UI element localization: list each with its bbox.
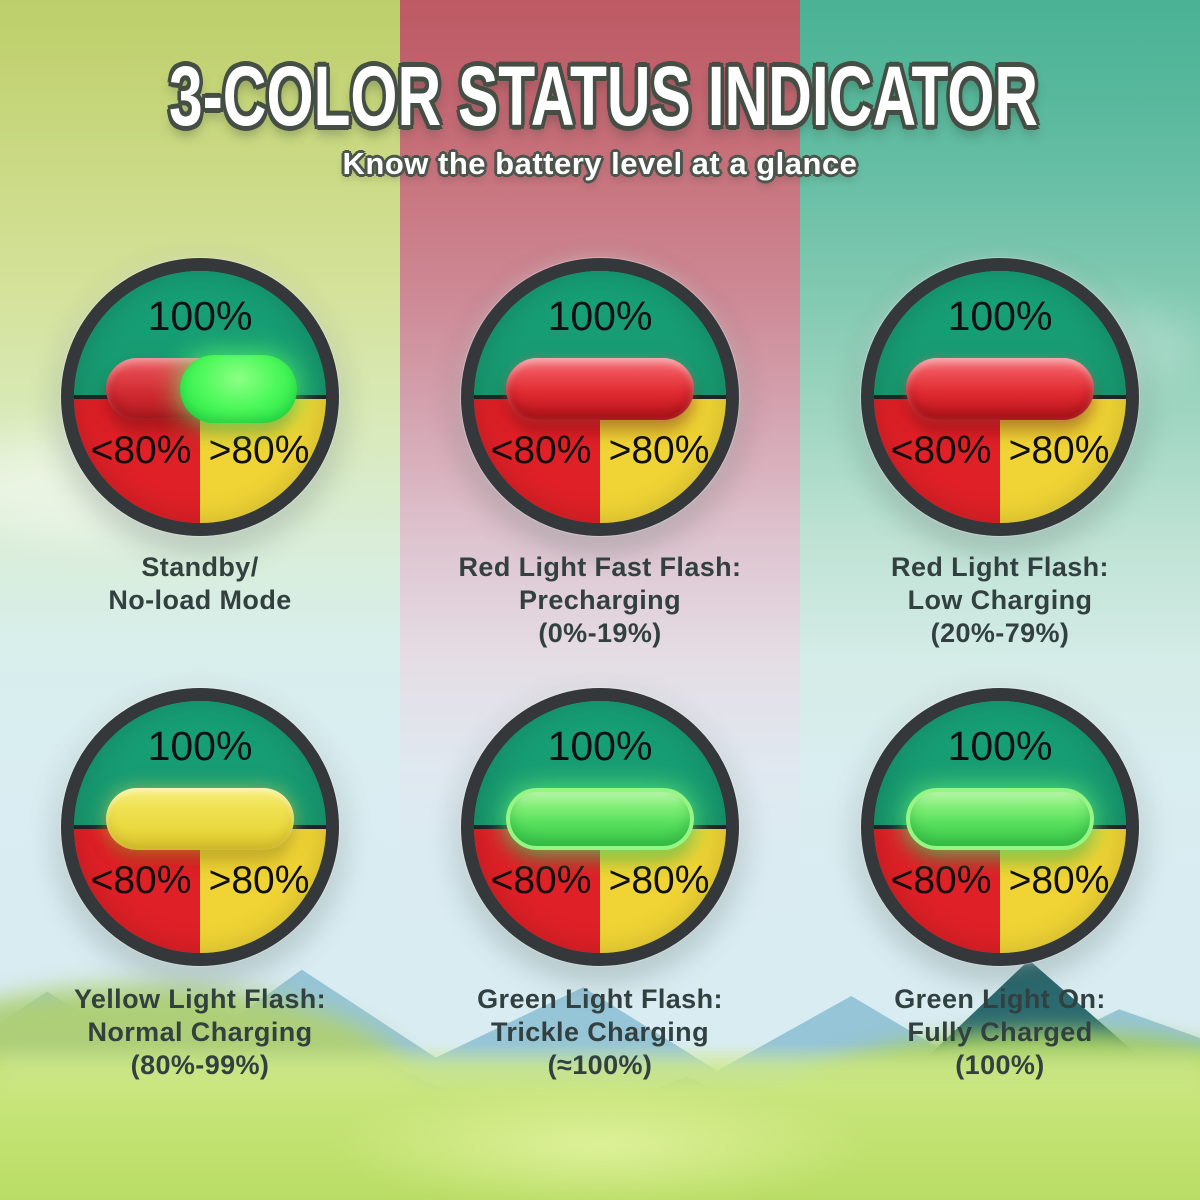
dial-label-gt80: >80% — [208, 859, 310, 902]
caption-line: Green Light On: — [894, 984, 1106, 1014]
dial-low-charging: 100% <80% >80% — [861, 258, 1139, 536]
dial-normal-charging: 100% <80% >80% — [61, 688, 339, 966]
status-pill-red-icon — [906, 358, 1094, 420]
caption-trickle-charging: Green Light Flash: Trickle Charging (≈10… — [400, 983, 800, 1082]
caption-fully-charged: Green Light On: Fully Charged (100%) — [800, 983, 1200, 1082]
status-pill-standby-icon — [106, 355, 297, 423]
dial-shading — [474, 271, 726, 523]
caption-line: (80%-99%) — [130, 1050, 270, 1080]
dial-shading — [874, 701, 1126, 953]
dial-shading — [74, 271, 326, 523]
caption-normal-charging: Yellow Light Flash: Normal Charging (80%… — [0, 983, 400, 1082]
page-title: 3-COLOR STATUS INDICATOR — [168, 49, 1039, 143]
green-light-cap-icon — [180, 355, 297, 423]
status-pill-green-icon — [506, 788, 694, 850]
dial-label-lt80: <80% — [890, 859, 992, 902]
caption-line: (100%) — [955, 1050, 1045, 1080]
dial-fully-charged: 100% <80% >80% — [861, 688, 1139, 966]
caption-line: Precharging — [519, 585, 681, 615]
header: 3-COLOR STATUS INDICATOR — [0, 48, 1200, 145]
dial-label-lt80: <80% — [90, 429, 192, 472]
dial-label-lt80: <80% — [890, 429, 992, 472]
caption-line: Low Charging — [907, 585, 1093, 615]
caption-line: Fully Charged — [907, 1017, 1093, 1047]
caption-line: (0%-19%) — [538, 618, 662, 648]
caption-line: Trickle Charging — [491, 1017, 709, 1047]
dial-trickle-charging: 100% <80% >80% — [461, 688, 739, 966]
caption-line: (≈100%) — [547, 1050, 653, 1080]
caption-line: Green Light Flash: — [477, 984, 723, 1014]
caption-standby: Standby/ No-load Mode — [0, 551, 400, 617]
dial-label-gt80: >80% — [1008, 859, 1110, 902]
caption-line: Standby/ — [141, 552, 259, 582]
dial-label-lt80: <80% — [490, 859, 592, 902]
caption-line: Yellow Light Flash: — [73, 984, 327, 1014]
dial-label-lt80: <80% — [90, 859, 192, 902]
caption-low-charging: Red Light Flash: Low Charging (20%-79%) — [800, 551, 1200, 650]
caption-line: Red Light Flash: — [891, 552, 1109, 582]
dial-label-gt80: >80% — [208, 429, 310, 472]
subheader: Know the battery level at a glance — [0, 146, 1200, 182]
dial-shading — [874, 271, 1126, 523]
dial-label-gt80: >80% — [608, 429, 710, 472]
caption-line: Red Light Fast Flash: — [458, 552, 742, 582]
dial-label-100: 100% — [147, 293, 253, 339]
dial-shading — [474, 701, 726, 953]
status-pill-yellow-icon — [106, 788, 294, 850]
caption-precharging: Red Light Fast Flash: Precharging (0%-19… — [400, 551, 800, 650]
caption-line: (20%-79%) — [930, 618, 1070, 648]
dial-label-lt80: <80% — [490, 429, 592, 472]
dial-label-100: 100% — [547, 293, 653, 339]
dial-label-gt80: >80% — [608, 859, 710, 902]
dial-label-100: 100% — [947, 293, 1053, 339]
status-pill-green-icon — [906, 788, 1094, 850]
caption-line: No-load Mode — [108, 585, 292, 615]
dial-label-gt80: >80% — [1008, 429, 1110, 472]
page-subtitle: Know the battery level at a glance — [342, 146, 858, 181]
dial-label-100: 100% — [947, 723, 1053, 769]
caption-line: Normal Charging — [87, 1017, 313, 1047]
status-pill-red-icon — [506, 358, 694, 420]
dial-label-100: 100% — [147, 723, 253, 769]
dial-standby: 100% <80% >80% — [61, 258, 339, 536]
dial-precharging: 100% <80% >80% — [461, 258, 739, 536]
dial-shading — [74, 701, 326, 953]
dial-label-100: 100% — [547, 723, 653, 769]
